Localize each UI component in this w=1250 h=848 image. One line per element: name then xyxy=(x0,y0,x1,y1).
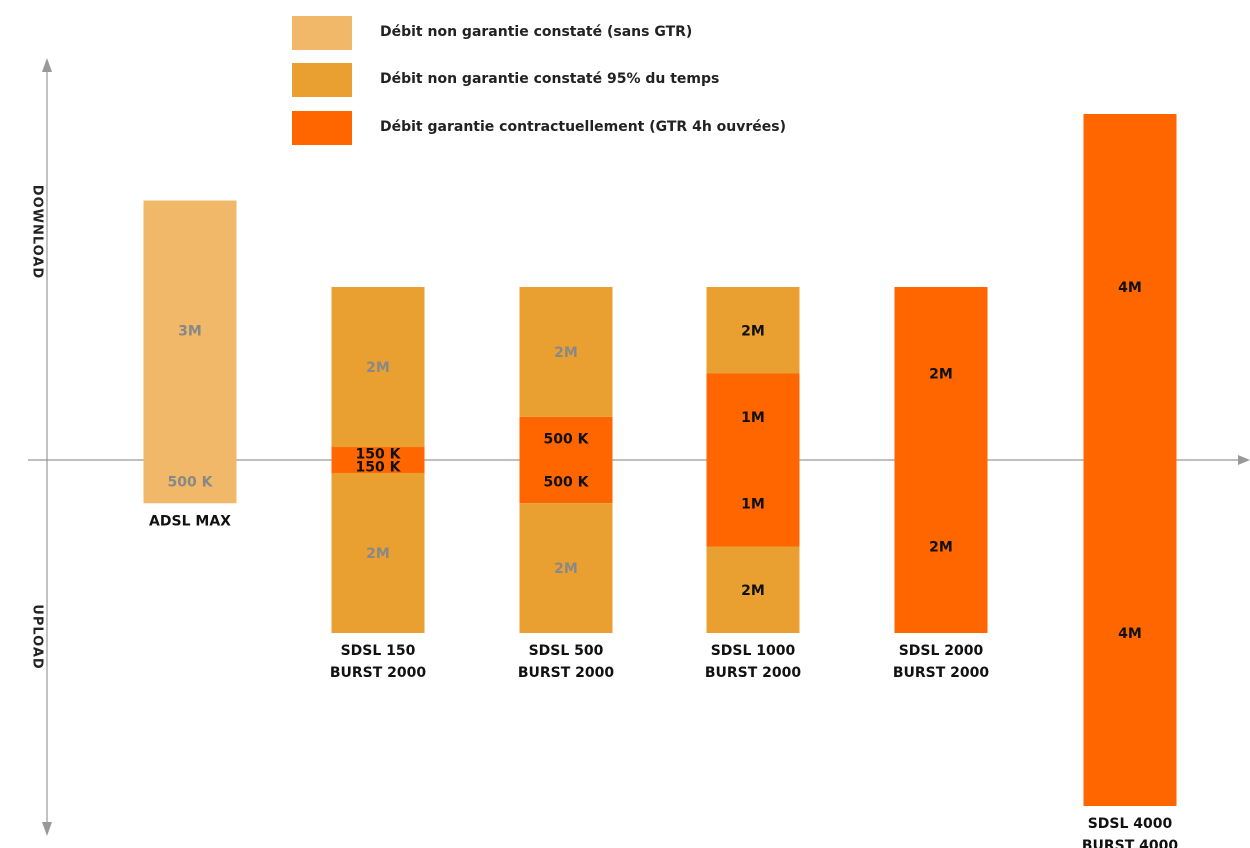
bar-value-label: 500 K xyxy=(168,475,214,491)
bar-value-label: 1M xyxy=(741,410,765,426)
bar-value-label: 4M xyxy=(1118,626,1142,642)
category-label: SDSL 2000 xyxy=(899,643,984,659)
bar-value-label: 2M xyxy=(554,345,578,361)
bar-segment-upload xyxy=(1083,460,1177,806)
bar-value-label: 2M xyxy=(554,561,578,577)
bar-segment-upload xyxy=(519,460,613,504)
category-label: SDSL 500 xyxy=(529,643,604,659)
bar-segment-download xyxy=(1083,114,1177,460)
bar-value-label: 150 K xyxy=(356,447,402,463)
category-label: BURST 2000 xyxy=(518,665,615,681)
bar-segment-upload xyxy=(894,460,988,633)
category-label: ADSL MAX xyxy=(149,513,231,529)
category-label: SDSL 4000 xyxy=(1088,816,1173,832)
bar-value-label: 150 K xyxy=(356,459,402,475)
category-label: BURST 4000 xyxy=(1082,838,1179,848)
axis-arrow-up-icon xyxy=(42,58,52,72)
axis-arrow-down-icon xyxy=(42,822,52,836)
bar-segment-download xyxy=(894,287,988,460)
legend-item-guaranteed: Débit garantie contractuellement (GTR 4h… xyxy=(292,111,992,145)
bar-segment-download xyxy=(331,287,425,448)
bar-value-label: 4M xyxy=(1118,280,1142,296)
bar-segment-download xyxy=(143,200,237,460)
bar-segment-download xyxy=(519,287,613,417)
bar-segment-download xyxy=(706,373,800,460)
legend-swatch-light xyxy=(292,16,352,50)
legend-item-95pct: Débit non garantie constaté 95% du temps xyxy=(292,63,992,97)
bar-value-label: 3M xyxy=(178,323,202,339)
legend-label: Débit garantie contractuellement (GTR 4h… xyxy=(380,119,787,135)
category-label: SDSL 150 xyxy=(341,643,416,659)
legend-swatch-dark xyxy=(292,111,352,145)
bar-value-label: 500 K xyxy=(544,475,590,491)
legend-label: Débit non garantie constaté (sans GTR) xyxy=(380,24,693,40)
bar-value-label: 2M xyxy=(929,540,953,556)
bar-segment-upload xyxy=(143,460,237,504)
bar-segment-download xyxy=(331,447,425,460)
bar-segment-download xyxy=(519,416,613,460)
bar-value-label: 2M xyxy=(366,546,390,562)
bar-value-label: 2M xyxy=(366,360,390,376)
category-label: SDSL 1000 xyxy=(711,643,796,659)
bar-segment-upload xyxy=(706,460,800,547)
category-label: BURST 2000 xyxy=(893,665,990,681)
bar-value-label: 1M xyxy=(741,496,765,512)
legend-label: Débit non garantie constaté 95% du temps xyxy=(380,71,720,87)
bar-value-label: 2M xyxy=(741,583,765,599)
category-label: BURST 2000 xyxy=(330,665,427,681)
bar-value-label: 2M xyxy=(929,367,953,383)
bar-value-label: 500 K xyxy=(544,431,590,447)
bar-value-label: 2M xyxy=(741,323,765,339)
bar-segment-upload xyxy=(706,546,800,633)
bar-segment-upload xyxy=(331,460,425,473)
bar-segment-upload xyxy=(331,472,425,633)
legend-item-unguaranteed: Débit non garantie constaté (sans GTR) xyxy=(292,16,992,50)
bar-segment-upload xyxy=(519,503,613,633)
bar-segment-download xyxy=(706,287,800,374)
axis-arrow-right-icon xyxy=(1238,455,1250,465)
category-label: BURST 2000 xyxy=(705,665,802,681)
legend-swatch-mid xyxy=(292,63,352,97)
